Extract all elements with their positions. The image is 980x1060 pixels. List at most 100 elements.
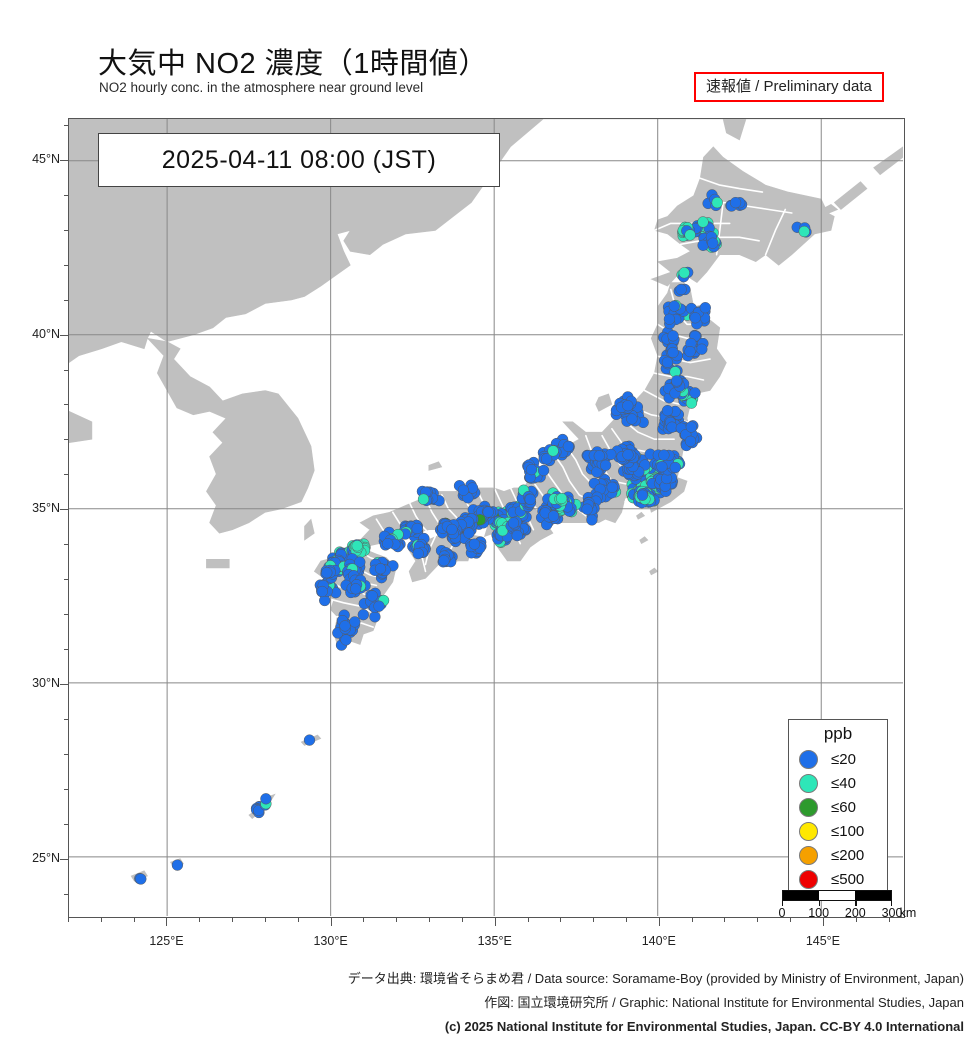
preliminary-data-badge: 速報値 / Preliminary data bbox=[694, 72, 884, 102]
legend-item[interactable]: ≤100 bbox=[795, 819, 881, 843]
y-tick-label: 30°N bbox=[32, 675, 60, 690]
legend-item-label: ≤20 bbox=[831, 750, 856, 768]
x-minor-tick bbox=[691, 918, 693, 922]
x-minor-tick bbox=[199, 918, 201, 922]
x-minor-tick bbox=[593, 918, 595, 922]
x-tick-label: 125°E bbox=[149, 934, 184, 948]
y-tick-label: 40°N bbox=[32, 326, 60, 341]
x-minor-tick bbox=[855, 918, 857, 922]
y-minor-tick bbox=[64, 194, 68, 196]
legend-item[interactable]: ≤500 bbox=[795, 867, 881, 891]
map-scale-bar: 0 100 200 300 km bbox=[778, 890, 922, 922]
y-minor-tick bbox=[60, 334, 68, 336]
x-minor-tick bbox=[330, 918, 332, 926]
y-tick-label: 35°N bbox=[32, 501, 60, 516]
legend-item-label: ≤500 bbox=[831, 870, 865, 888]
x-minor-tick bbox=[363, 918, 365, 922]
y-minor-tick bbox=[64, 299, 68, 301]
legend-item-label: ≤100 bbox=[831, 822, 865, 840]
concentration-legend: ppb ≤20 ≤40 ≤60 ≤100 ≤200 ≤500 bbox=[788, 719, 888, 898]
legend-item-label: ≤200 bbox=[831, 846, 865, 864]
scale-bar-tick-label: 100 bbox=[808, 906, 830, 920]
x-minor-tick bbox=[68, 918, 69, 922]
x-minor-tick bbox=[133, 918, 135, 922]
x-minor-tick bbox=[560, 918, 562, 922]
y-minor-tick bbox=[64, 369, 68, 371]
scale-bar-tick bbox=[818, 901, 820, 906]
page-title: 大気中 NO2 濃度（1時間値） bbox=[98, 48, 488, 80]
x-minor-tick bbox=[429, 918, 431, 922]
scale-bar-tick-label: 0 bbox=[778, 906, 786, 920]
y-minor-tick bbox=[64, 718, 68, 720]
x-tick-label: 140°E bbox=[641, 934, 676, 948]
legend-title: ppb bbox=[823, 724, 853, 743]
legend-swatch-icon bbox=[799, 869, 818, 889]
x-tick-label: 135°E bbox=[477, 934, 512, 948]
x-minor-tick bbox=[297, 918, 299, 922]
scale-bar-tick bbox=[855, 901, 857, 906]
x-minor-tick bbox=[724, 918, 726, 922]
x-minor-tick bbox=[232, 918, 234, 922]
scale-bar-tick-label: 200 bbox=[844, 906, 866, 920]
y-minor-tick bbox=[64, 439, 68, 441]
legend-item[interactable]: ≤60 bbox=[795, 795, 881, 819]
y-minor-tick bbox=[64, 404, 68, 406]
y-minor-tick bbox=[64, 788, 68, 790]
scale-bar-tick bbox=[782, 901, 784, 906]
y-minor-tick bbox=[64, 614, 68, 616]
legend-swatch-icon bbox=[799, 797, 818, 817]
timestamp-label: 2025-04-11 08:00 (JST) bbox=[161, 145, 437, 174]
x-minor-tick bbox=[757, 918, 759, 922]
y-minor-tick bbox=[64, 823, 68, 825]
map-canvas bbox=[69, 119, 903, 916]
scale-bar-labels: 0 100 200 300 km bbox=[778, 906, 922, 922]
x-minor-tick bbox=[527, 918, 529, 922]
footer-copyright: (c) 2025 National Institute for Environm… bbox=[444, 1019, 964, 1034]
legend-swatch-icon bbox=[799, 773, 818, 793]
y-tick-label: 25°N bbox=[32, 850, 60, 865]
legend-item-label: ≤60 bbox=[831, 798, 856, 816]
y-minor-tick bbox=[60, 509, 68, 511]
y-minor-tick bbox=[64, 544, 68, 546]
scale-bar-graphic bbox=[782, 890, 892, 901]
legend-item-label: ≤40 bbox=[831, 774, 856, 792]
scale-bar-unit: km bbox=[899, 906, 917, 920]
scale-bar-segment bbox=[854, 891, 891, 900]
landmass-layer bbox=[69, 119, 903, 882]
y-minor-tick bbox=[64, 124, 68, 126]
x-minor-tick bbox=[396, 918, 398, 922]
x-minor-tick bbox=[461, 918, 463, 922]
scale-bar-tick bbox=[890, 901, 892, 906]
x-minor-tick bbox=[822, 918, 824, 926]
x-minor-tick bbox=[658, 918, 660, 926]
scale-bar-ticks bbox=[782, 901, 892, 906]
x-minor-tick bbox=[264, 918, 266, 922]
y-minor-tick bbox=[64, 753, 68, 755]
x-minor-tick bbox=[100, 918, 102, 922]
legend-item[interactable]: ≤40 bbox=[795, 771, 881, 795]
x-minor-tick bbox=[626, 918, 627, 922]
map-plot-area[interactable] bbox=[68, 118, 905, 918]
y-tick-label: 45°N bbox=[32, 151, 60, 166]
page-subtitle: NO2 hourly conc. in the atmosphere near … bbox=[99, 80, 424, 95]
legend-item[interactable]: ≤200 bbox=[795, 843, 881, 867]
x-minor-tick bbox=[494, 918, 496, 926]
station-points-layer bbox=[134, 189, 812, 885]
x-minor-tick bbox=[790, 918, 792, 922]
legend-swatch-icon bbox=[799, 821, 818, 841]
y-minor-tick bbox=[64, 264, 68, 266]
scale-bar-segment bbox=[783, 891, 819, 900]
x-tick-label: 145°E bbox=[805, 934, 841, 948]
x-minor-tick bbox=[166, 918, 168, 926]
footer-graphic-credit: 作図: 国立環境研究所 / Graphic: National Institut… bbox=[484, 995, 964, 1010]
scale-bar-tick-label: 300 bbox=[881, 906, 903, 920]
y-minor-tick bbox=[64, 474, 68, 476]
legend-swatch-icon bbox=[799, 845, 818, 865]
legend-item[interactable]: ≤20 bbox=[795, 747, 881, 771]
x-tick-label: 130°E bbox=[313, 934, 348, 948]
y-minor-tick bbox=[64, 649, 68, 650]
x-minor-tick bbox=[888, 918, 890, 922]
footer-data-source: データ出典: 環境省そらまめ君 / Data source: Soramame-… bbox=[347, 971, 964, 986]
y-minor-tick bbox=[60, 683, 68, 685]
